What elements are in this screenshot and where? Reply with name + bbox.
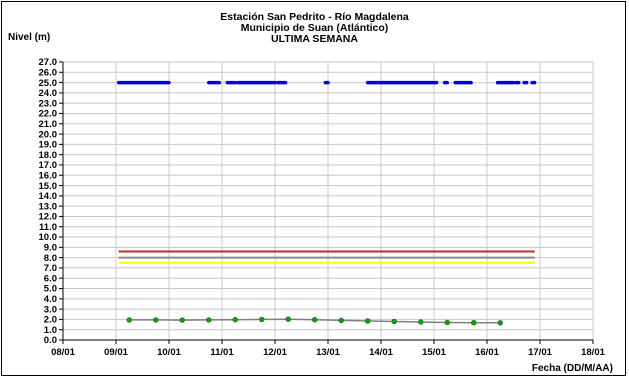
y-tick-label: 12.0 xyxy=(39,212,58,223)
y-tick-label: 4.0 xyxy=(44,294,57,305)
x-tick-label: 09/01 xyxy=(104,347,128,358)
series-1-point xyxy=(259,316,265,323)
y-tick-label: 20.0 xyxy=(39,129,58,140)
series-1-point xyxy=(179,317,185,323)
series-1-point xyxy=(206,317,212,323)
y-tick-label: 0.0 xyxy=(44,335,57,346)
y-tick-label: 1.0 xyxy=(44,325,57,336)
series-1-point xyxy=(153,317,159,323)
y-tick-label: 10.0 xyxy=(39,232,58,243)
series-1-point xyxy=(418,319,424,325)
series-1-point xyxy=(444,319,450,326)
x-tick-label: 10/01 xyxy=(157,347,181,358)
y-tick-label: 2.0 xyxy=(44,315,57,326)
chart-subtitle-2: ULTIMA SEMANA xyxy=(271,33,358,45)
y-tick-label: 19.0 xyxy=(39,140,58,151)
series-1-point xyxy=(232,317,238,323)
x-axis-label: Fecha (DD/M/AA) xyxy=(531,363,613,374)
y-tick-label: 7.0 xyxy=(44,263,57,274)
series-1-point xyxy=(312,317,318,323)
y-tick-label: 22.0 xyxy=(39,109,58,120)
series-1-point xyxy=(365,318,371,324)
y-tick-label: 27.0 xyxy=(39,57,58,68)
x-tick-label: 15/01 xyxy=(422,347,446,358)
x-tick-label: 13/01 xyxy=(316,347,340,358)
x-tick-label: 14/01 xyxy=(369,347,393,358)
y-tick-label: 5.0 xyxy=(44,284,57,295)
x-tick-label: 17/01 xyxy=(528,347,552,358)
y-tick-label: 25.0 xyxy=(39,78,58,89)
y-tick-label: 3.0 xyxy=(44,304,57,315)
series-1-point xyxy=(471,320,477,326)
x-tick-label: 16/01 xyxy=(475,347,499,358)
y-tick-label: 15.0 xyxy=(39,181,58,192)
chart-subtitle: Municipio de Suan (Atlántico) xyxy=(240,22,389,34)
series-1-point xyxy=(285,316,291,322)
chart-title: Estación San Pedrito - Río Magdalena xyxy=(220,11,409,23)
y-tick-label: 14.0 xyxy=(39,191,58,202)
series-1-point xyxy=(391,318,397,325)
y-tick-label: 8.0 xyxy=(44,253,57,264)
y-tick-label: 11.0 xyxy=(39,222,57,233)
y-tick-label: 21.0 xyxy=(39,119,58,130)
y-tick-label: 17.0 xyxy=(39,160,58,171)
series-1-point xyxy=(338,317,344,324)
y-tick-label: 6.0 xyxy=(44,273,57,284)
y-tick-label: 18.0 xyxy=(39,150,58,161)
x-tick-label: 18/01 xyxy=(581,347,605,358)
y-tick-label: 9.0 xyxy=(44,243,57,254)
y-tick-label: 26.0 xyxy=(39,67,58,78)
y-tick-label: 23.0 xyxy=(39,98,58,109)
x-tick-label: 08/01 xyxy=(51,347,75,358)
x-tick-label: 11/01 xyxy=(210,347,234,358)
y-tick-label: 16.0 xyxy=(39,170,58,181)
x-tick-label: 12/01 xyxy=(263,347,287,358)
series-1-point xyxy=(126,317,132,323)
y-tick-label: 13.0 xyxy=(39,201,58,212)
y-tick-label: 24.0 xyxy=(39,88,58,99)
y-axis-label: Nivel (m) xyxy=(8,32,51,43)
series-1-point xyxy=(497,320,503,326)
